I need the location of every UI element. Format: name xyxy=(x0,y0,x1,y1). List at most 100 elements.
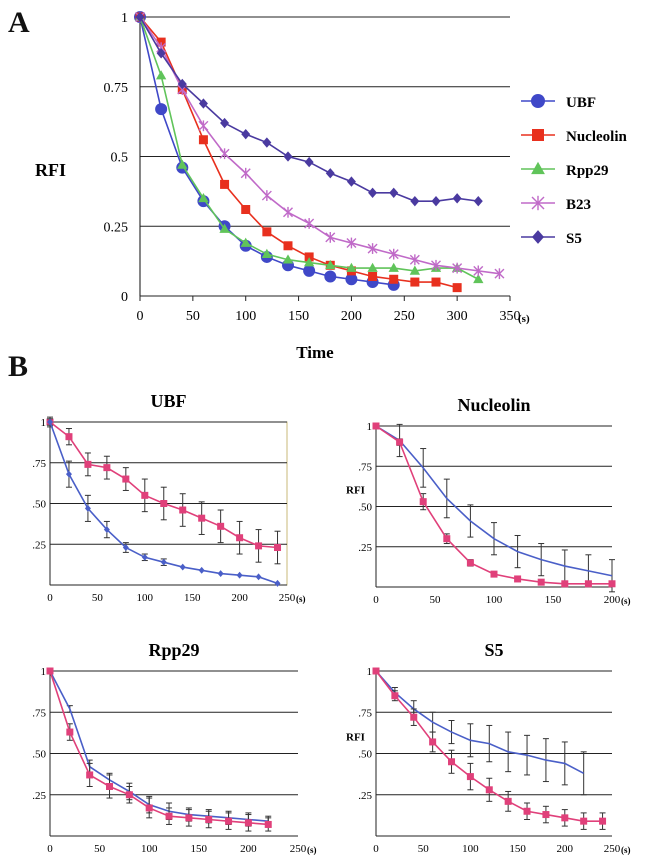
point-nucleolin-13 xyxy=(410,277,420,287)
point-s5-11 xyxy=(368,187,378,198)
ytick-label-s5-3: .75 xyxy=(358,707,372,719)
point-ubf-pink-5 xyxy=(141,491,149,499)
point-rpp29-pink-3 xyxy=(106,783,114,790)
point-ubf-pink-9 xyxy=(217,522,225,530)
point-rpp29-3 xyxy=(198,192,209,203)
point-s5-3 xyxy=(198,98,208,109)
xtick-label-s5-4: 200 xyxy=(557,843,574,855)
point-nucleolin-3 xyxy=(198,135,208,145)
ytick-label-s5-2: .50 xyxy=(358,749,372,761)
point-s5-pink-12 xyxy=(599,817,607,825)
xtick-label-nucleolin-2: 100 xyxy=(486,594,503,606)
ytick-label-rpp29-4: 1 xyxy=(41,666,47,678)
point-s5-5 xyxy=(241,129,251,140)
xtick-label-a-7: 350 xyxy=(500,309,521,324)
point-ubf-8 xyxy=(303,264,316,277)
point-ubf-blue-0 xyxy=(47,418,53,426)
point-s5-pink-4 xyxy=(448,758,456,766)
point-rpp29-11 xyxy=(367,262,378,272)
point-ubf-pink-7 xyxy=(179,506,187,514)
point-ubf-pink-10 xyxy=(236,534,244,542)
ytick-label-a-3: 0.75 xyxy=(104,81,129,96)
xtick-label-a-4: 200 xyxy=(341,309,362,324)
series-line-b23 xyxy=(139,16,500,275)
legend-marker-ubf xyxy=(531,94,545,108)
point-ubf-pink-1 xyxy=(65,433,73,441)
xtick-label-ubf-4: 200 xyxy=(231,592,248,604)
point-nucleolin-pink-2 xyxy=(419,498,427,506)
point-s5-15 xyxy=(452,193,462,204)
ytick-label-ubf-3: .75 xyxy=(32,458,46,470)
xtick-label-rpp29-5: 250 xyxy=(290,843,307,855)
xtick-label-a-6: 300 xyxy=(447,309,468,324)
point-nucleolin-pink-0 xyxy=(372,422,380,430)
point-b23-8 xyxy=(304,218,315,229)
point-rpp29-pink-8 xyxy=(205,816,213,823)
xtick-label-ubf-3: 150 xyxy=(184,592,201,604)
point-ubf-blue-4 xyxy=(122,544,129,551)
ytick-label-a-0: 0 xyxy=(121,290,128,305)
point-nucleolin-6 xyxy=(262,227,272,237)
point-nucleolin-5 xyxy=(241,205,251,215)
point-ubf-blue-11 xyxy=(255,573,262,581)
point-ubf-1 xyxy=(155,103,168,116)
xtick-label-rpp29-1: 50 xyxy=(94,843,106,855)
xtick-label-s5-3: 150 xyxy=(509,843,526,855)
legend-label-b23: B23 xyxy=(566,197,591,213)
point-rpp29-16 xyxy=(473,273,484,284)
x-unit-s5: (s) xyxy=(621,845,631,855)
point-nucleolin-12 xyxy=(389,274,399,284)
y-axis-label-s5: RFI xyxy=(346,731,365,743)
point-ubf-blue-6 xyxy=(160,558,167,566)
point-s5-13 xyxy=(410,195,420,207)
xtick-label-nucleolin-4: 200 xyxy=(604,594,621,606)
ytick-label-s5-4: 1 xyxy=(367,666,373,678)
legend-label-nucleolin: Nucleolin xyxy=(566,129,627,145)
xtick-label-nucleolin-3: 150 xyxy=(545,594,562,606)
point-nucleolin-pink-5 xyxy=(490,570,498,578)
series-rpp29-pink xyxy=(46,667,272,832)
ytick-label-nucleolin-2: .50 xyxy=(358,502,372,514)
x-unit-rpp29: (s) xyxy=(307,845,317,855)
chart-a: 0 0.25 0.5 0.75 1 0 50 100 150 200 250 300 350(s) Tim… xyxy=(35,11,627,362)
point-rpp29-pink-6 xyxy=(165,812,173,820)
point-nucleolin-15 xyxy=(452,283,462,293)
x-unit-nucleolin: (s) xyxy=(621,596,631,606)
point-rpp29-pink-5 xyxy=(145,804,153,812)
ytick-label-a-1: 0.25 xyxy=(104,220,129,235)
point-s5-pink-2 xyxy=(410,713,418,721)
legend-label-rpp29: Rpp29 xyxy=(566,163,609,179)
point-nucleolin-pink-8 xyxy=(561,580,569,588)
point-s5-pink-8 xyxy=(523,807,531,815)
series-nucleolin xyxy=(135,12,462,293)
point-rpp29-1 xyxy=(155,70,167,80)
xtick-label-s5-5: 250 xyxy=(604,843,621,855)
point-b23-17 xyxy=(494,268,505,280)
series-line-nucleolin-pink xyxy=(375,425,612,585)
point-nucleolin-1 xyxy=(156,37,166,47)
point-s5-pink-1 xyxy=(391,692,399,700)
point-ubf-pink-11 xyxy=(255,542,263,550)
legend-label-ubf: UBF xyxy=(566,95,596,111)
point-b23-5 xyxy=(240,167,251,179)
point-s5-pink-9 xyxy=(542,811,550,819)
panel-label-a: A xyxy=(8,6,30,39)
point-nucleolin-7 xyxy=(283,241,293,251)
point-s5-12 xyxy=(389,187,399,198)
chart-title-nucleolin: Nucleolin xyxy=(457,395,530,415)
legend-a: UBF Nucleolin Rpp29 B23 S5 xyxy=(521,94,627,247)
point-nucleolin-8 xyxy=(304,252,314,262)
xtick-label-a-2: 100 xyxy=(235,309,256,324)
xtick-label-a-3: 150 xyxy=(288,309,309,324)
legend-marker-b23 xyxy=(531,195,545,211)
ytick-label-nucleolin-4: 1 xyxy=(367,421,373,433)
point-b23-6 xyxy=(261,190,272,201)
series-s5-blue xyxy=(375,670,587,796)
point-rpp29-pink-2 xyxy=(86,771,94,779)
point-ubf-blue-9 xyxy=(217,570,224,578)
xtick-label-rpp29-2: 100 xyxy=(141,843,158,855)
point-nucleolin-pink-9 xyxy=(584,580,592,588)
ytick-label-ubf-1: .25 xyxy=(32,539,46,551)
ytick-label-s5-1: .25 xyxy=(358,790,372,802)
y-axis-label-nucleolin: RFI xyxy=(346,485,365,497)
